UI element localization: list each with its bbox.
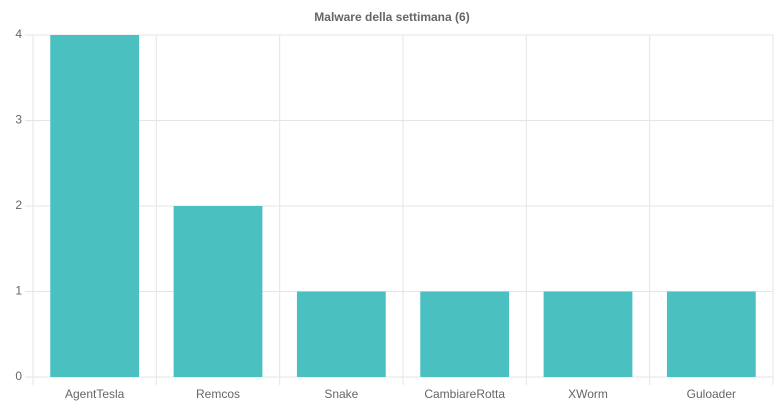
y-tick-label: 1 <box>15 284 22 298</box>
bar <box>173 206 263 377</box>
y-tick-label: 0 <box>15 369 22 383</box>
bar <box>543 291 633 377</box>
x-tick-label: CambiareRotta <box>424 387 505 401</box>
bar <box>296 291 386 377</box>
x-tick-label: Snake <box>324 387 358 401</box>
bar <box>420 291 510 377</box>
y-tick-label: 2 <box>15 198 22 212</box>
x-tick-label: AgentTesla <box>65 387 125 401</box>
y-tick-label: 3 <box>15 113 22 127</box>
chart-title: Malware della settimana (6) <box>314 10 469 24</box>
bar <box>50 35 140 377</box>
x-tick-label: XWorm <box>568 387 608 401</box>
x-tick-label: Guloader <box>687 387 736 401</box>
x-tick-label: Remcos <box>196 387 240 401</box>
bar <box>666 291 756 377</box>
y-tick-label: 4 <box>15 27 22 41</box>
